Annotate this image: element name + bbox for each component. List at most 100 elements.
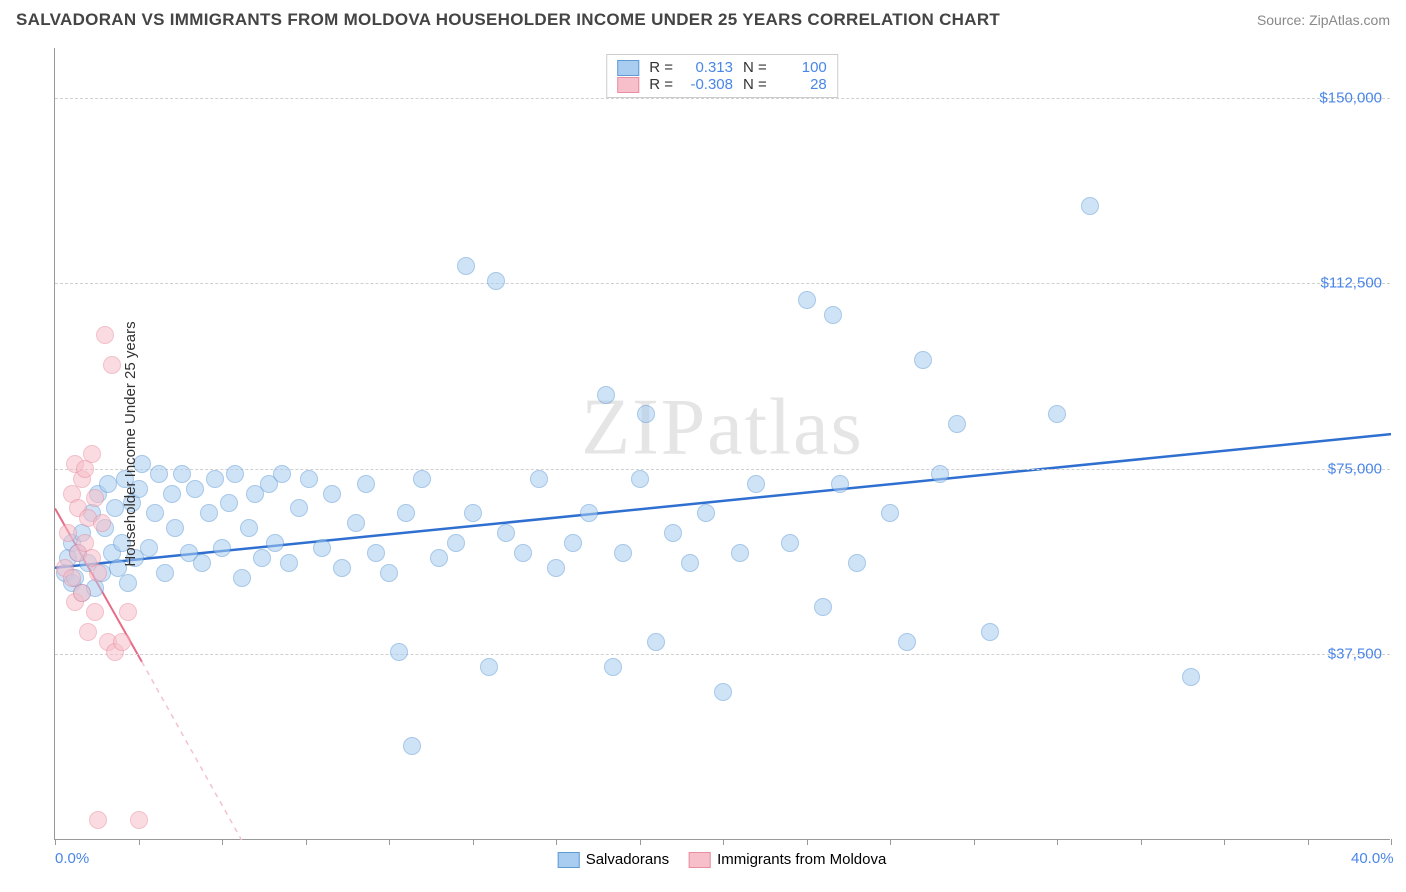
data-point [530, 470, 548, 488]
x-tick [139, 839, 140, 845]
x-tick [1141, 839, 1142, 845]
data-point [130, 811, 148, 829]
legend-stats-row: R = -0.308 N = 28 [617, 76, 827, 93]
data-point [697, 504, 715, 522]
data-point [173, 465, 191, 483]
data-point [119, 603, 137, 621]
y-tick-label: $112,500 [1321, 275, 1382, 292]
data-point [380, 564, 398, 582]
stat-label: N = [743, 59, 767, 76]
data-point [413, 470, 431, 488]
chart-title: SALVADORAN VS IMMIGRANTS FROM MOLDOVA HO… [16, 10, 1000, 30]
data-point [113, 633, 131, 651]
x-tick [306, 839, 307, 845]
legend-item: Salvadorans [558, 851, 669, 868]
legend-series: Salvadorans Immigrants from Moldova [558, 851, 887, 868]
data-point [313, 539, 331, 557]
data-point [931, 465, 949, 483]
legend-stats: R = 0.313 N = 100 R = -0.308 N = 28 [606, 54, 838, 98]
data-point [881, 504, 899, 522]
data-point [266, 534, 284, 552]
data-point [914, 351, 932, 369]
data-point [273, 465, 291, 483]
x-tick [222, 839, 223, 845]
y-tick-label: $75,000 [1328, 460, 1382, 477]
data-point [89, 811, 107, 829]
x-axis-label: 0.0% [55, 850, 89, 867]
data-point [200, 504, 218, 522]
x-tick [890, 839, 891, 845]
legend-label: Immigrants from Moldova [717, 851, 886, 868]
data-point [597, 386, 615, 404]
stat-r-value: 0.313 [683, 59, 733, 76]
data-point [347, 514, 365, 532]
data-point [497, 524, 515, 542]
data-point [166, 519, 184, 537]
legend-label: Salvadorans [586, 851, 669, 868]
data-point [464, 504, 482, 522]
data-point [1182, 668, 1200, 686]
data-point [664, 524, 682, 542]
x-tick [389, 839, 390, 845]
data-point [220, 494, 238, 512]
data-point [403, 737, 421, 755]
data-point [614, 544, 632, 562]
legend-swatch [617, 60, 639, 76]
data-point [948, 415, 966, 433]
data-point [647, 633, 665, 651]
data-point [814, 598, 832, 616]
y-tick-label: $37,500 [1328, 646, 1382, 663]
legend-item: Immigrants from Moldova [689, 851, 886, 868]
data-point [637, 405, 655, 423]
data-point [714, 683, 732, 701]
data-point [83, 445, 101, 463]
data-point [79, 623, 97, 641]
data-point [747, 475, 765, 493]
data-point [99, 475, 117, 493]
data-point [333, 559, 351, 577]
data-point [233, 569, 251, 587]
x-tick [55, 839, 56, 845]
data-point [93, 514, 111, 532]
data-point [564, 534, 582, 552]
regression-lines [55, 48, 1391, 840]
stat-n-value: 100 [777, 59, 827, 76]
y-axis-title: Householder Income Under 25 years [122, 321, 139, 566]
x-tick [640, 839, 641, 845]
data-point [186, 480, 204, 498]
data-point [898, 633, 916, 651]
data-point [487, 272, 505, 290]
x-tick [807, 839, 808, 845]
data-point [96, 326, 114, 344]
gridline [55, 469, 1390, 470]
data-point [631, 470, 649, 488]
x-tick [1224, 839, 1225, 845]
data-point [981, 623, 999, 641]
data-point [457, 257, 475, 275]
data-point [73, 584, 91, 602]
data-point [206, 470, 224, 488]
data-point [390, 643, 408, 661]
x-tick [723, 839, 724, 845]
stat-label: R = [649, 76, 673, 93]
data-point [86, 603, 104, 621]
data-point [1081, 197, 1099, 215]
data-point [731, 544, 749, 562]
data-point [580, 504, 598, 522]
data-point [1048, 405, 1066, 423]
data-point [781, 534, 799, 552]
gridline [55, 654, 1390, 655]
data-point [514, 544, 532, 562]
x-tick [1308, 839, 1309, 845]
legend-swatch [558, 852, 580, 868]
data-point [59, 524, 77, 542]
data-point [430, 549, 448, 567]
legend-swatch [617, 77, 639, 93]
data-point [226, 465, 244, 483]
data-point [798, 291, 816, 309]
data-point [397, 504, 415, 522]
legend-swatch [689, 852, 711, 868]
data-point [103, 356, 121, 374]
data-point [300, 470, 318, 488]
x-tick [1391, 839, 1392, 845]
